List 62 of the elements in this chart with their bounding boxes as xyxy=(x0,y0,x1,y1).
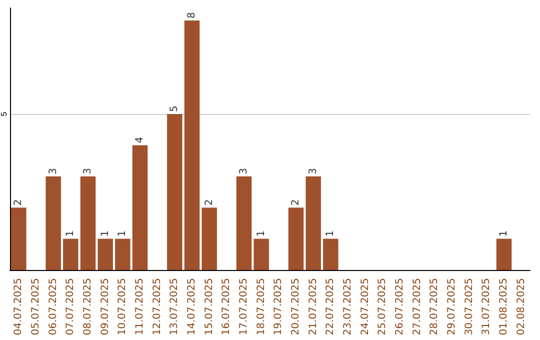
x-tick-label: 10.07.2025 xyxy=(117,278,128,336)
data-label: 1 xyxy=(65,230,76,237)
data-label: 3 xyxy=(48,168,59,174)
bar xyxy=(132,145,148,270)
bar xyxy=(46,176,61,270)
data-label: 4 xyxy=(134,136,146,144)
bar xyxy=(115,238,130,270)
x-tick-label: 15.07.2025 xyxy=(204,278,215,336)
bar xyxy=(254,238,269,270)
x-tick-label: 23.07.2025 xyxy=(342,278,354,336)
x-tick-label: 06.07.2025 xyxy=(48,278,59,336)
data-label: 1 xyxy=(325,230,336,237)
bar xyxy=(167,114,182,270)
x-tick-label: 18.07.2025 xyxy=(256,278,267,336)
x-tick-label: 22.07.2025 xyxy=(325,278,336,336)
bar xyxy=(80,176,96,270)
x-tick-label: 16.07.2025 xyxy=(221,278,232,336)
x-tick-label: 21.07.2025 xyxy=(308,278,319,336)
x-tick-label: 08.07.2025 xyxy=(82,278,94,336)
x-tick-label: 01.08.2025 xyxy=(498,278,510,336)
x-tick-label: 28.07.2025 xyxy=(429,278,440,336)
bar xyxy=(98,238,113,270)
x-tick-label: 27.07.2025 xyxy=(412,278,423,336)
x-tick-label: 24.07.2025 xyxy=(360,278,371,336)
bar xyxy=(202,208,217,270)
data-label: 1 xyxy=(117,230,128,237)
data-label: 1 xyxy=(498,230,510,237)
data-label: 3 xyxy=(238,168,250,174)
x-tick-label: 07.07.2025 xyxy=(65,278,76,336)
data-label: 3 xyxy=(308,168,319,174)
data-label: 2 xyxy=(13,199,24,206)
x-tick-label: 13.07.2025 xyxy=(169,278,180,336)
bar xyxy=(184,20,200,270)
x-tick-label: 26.07.2025 xyxy=(394,278,406,336)
data-label: 8 xyxy=(186,12,198,18)
x-tick-label: 20.07.2025 xyxy=(290,278,302,336)
x-tick-label: 04.07.2025 xyxy=(13,278,24,336)
data-label: 1 xyxy=(100,230,111,237)
x-tick-label: 14.07.2025 xyxy=(186,278,198,336)
x-tick-label: 30.07.2025 xyxy=(464,278,475,336)
x-tick-label: 05.07.2025 xyxy=(30,278,42,336)
bar xyxy=(496,238,512,270)
x-tick-label: 09.07.2025 xyxy=(100,278,111,336)
bar xyxy=(323,238,338,270)
bar xyxy=(306,176,321,270)
bar xyxy=(288,208,304,270)
data-label: 1 xyxy=(256,230,267,237)
data-label: 2 xyxy=(290,199,302,206)
data-label: 5 xyxy=(169,106,180,112)
x-tick-label: 11.07.2025 xyxy=(134,278,146,336)
x-tick-label: 25.07.2025 xyxy=(377,278,388,336)
x-tick-label: 12.07.2025 xyxy=(152,278,163,336)
data-label: 3 xyxy=(82,168,94,174)
bar xyxy=(11,208,26,270)
x-tick-label: 17.07.2025 xyxy=(238,278,250,336)
x-tick-label: 29.07.2025 xyxy=(446,278,458,336)
bar xyxy=(63,238,78,270)
data-label: 2 xyxy=(204,199,215,206)
x-tick-label: 19.07.2025 xyxy=(273,278,284,336)
x-tick-label: 02.08.2025 xyxy=(516,278,527,336)
bar xyxy=(236,176,252,270)
x-tick-label: 31.07.2025 xyxy=(481,278,492,336)
